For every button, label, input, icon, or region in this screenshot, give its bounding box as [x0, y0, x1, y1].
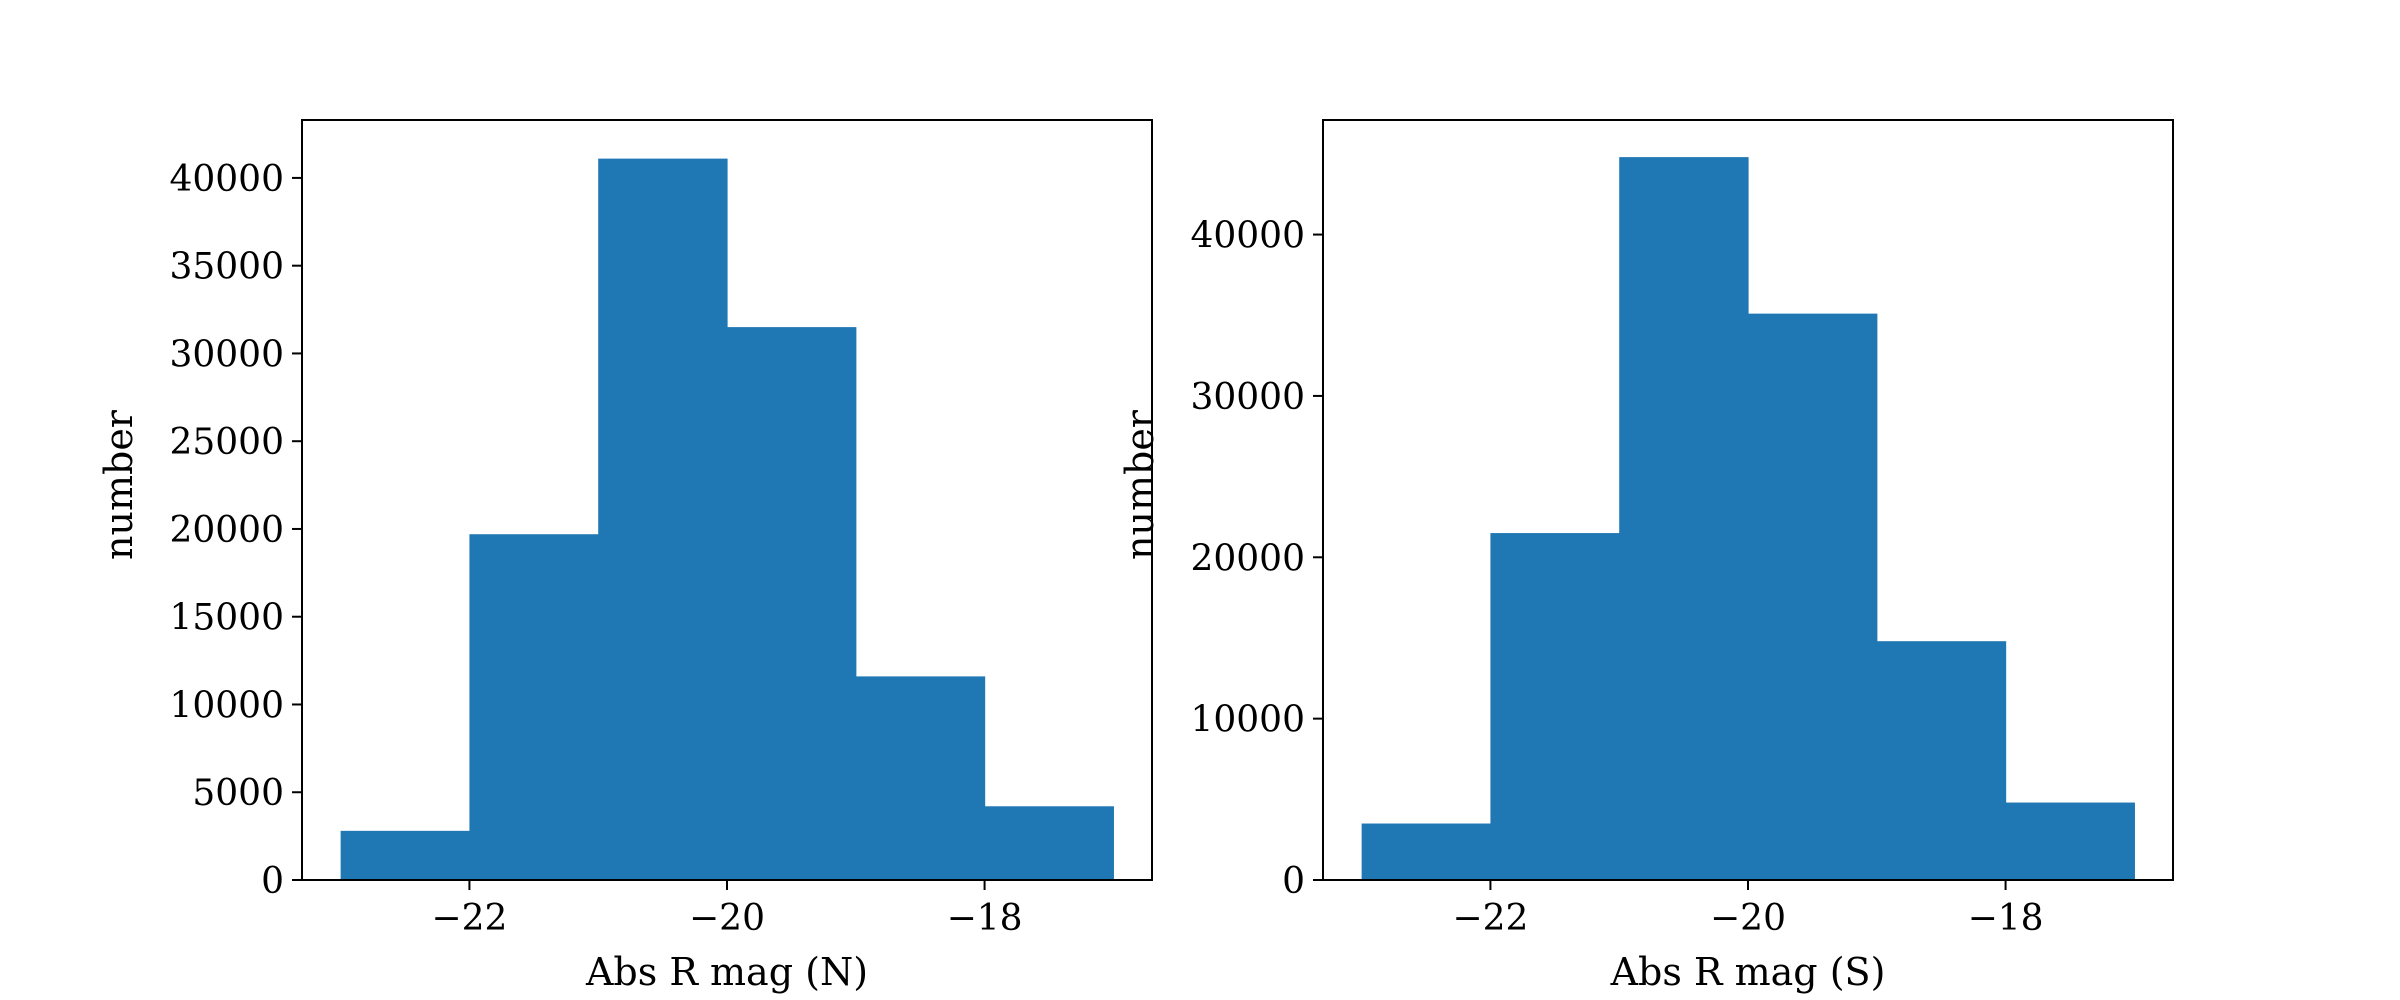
y-tick-label: 5000	[192, 773, 284, 814]
histogram-bar	[1490, 533, 1620, 880]
x-tick-label: −20	[689, 898, 765, 939]
y-axis-label: number	[97, 409, 141, 560]
y-tick-label: 30000	[1190, 377, 1305, 418]
histogram-bar	[1619, 157, 1749, 880]
histogram-bar	[598, 158, 728, 880]
x-tick-label: −18	[1968, 898, 2044, 939]
y-tick-label: 25000	[169, 422, 284, 463]
y-tick-label: 10000	[1190, 700, 1305, 741]
y-tick-label: 15000	[169, 598, 284, 639]
histogram-south: −22 −20 −18 0 10000 20000 30000 40000 Abs R mag …	[1118, 119, 2174, 994]
histogram-bar	[1748, 313, 1878, 880]
histogram-bar	[340, 830, 471, 880]
x-axis-label: Abs R mag (S)	[1610, 950, 1886, 994]
histogram-bar	[855, 676, 986, 880]
y-tick-label: 30000	[169, 334, 284, 375]
y-tick-label: 20000	[169, 510, 284, 551]
histogram-bar	[1361, 823, 1492, 880]
y-tick-label: 40000	[1190, 216, 1305, 257]
y-axis-label: number	[1118, 409, 1162, 560]
histogram-north: −22 −20 −18 0 5000 10000 15000 20000 25000 30000 3…	[97, 119, 1153, 994]
x-tick-label: −18	[947, 898, 1023, 939]
histogram-bar	[469, 534, 599, 880]
y-tick-label: 0	[1282, 861, 1305, 902]
x-tick-label: −22	[431, 898, 507, 939]
x-axis-label: Abs R mag (N)	[585, 950, 868, 994]
y-tick-label: 40000	[169, 159, 284, 200]
y-tick-label: 35000	[169, 247, 284, 288]
y-tick-label: 10000	[169, 685, 284, 726]
x-tick-label: −20	[1710, 898, 1786, 939]
y-tick-label: 20000	[1190, 538, 1305, 579]
histogram-bar	[984, 806, 1114, 880]
y-tick-label: 0	[261, 861, 284, 902]
histogram-bar	[1876, 641, 2007, 880]
x-tick-label: −22	[1452, 898, 1528, 939]
histogram-bar	[2005, 802, 2135, 880]
histogram-bar	[727, 327, 857, 880]
